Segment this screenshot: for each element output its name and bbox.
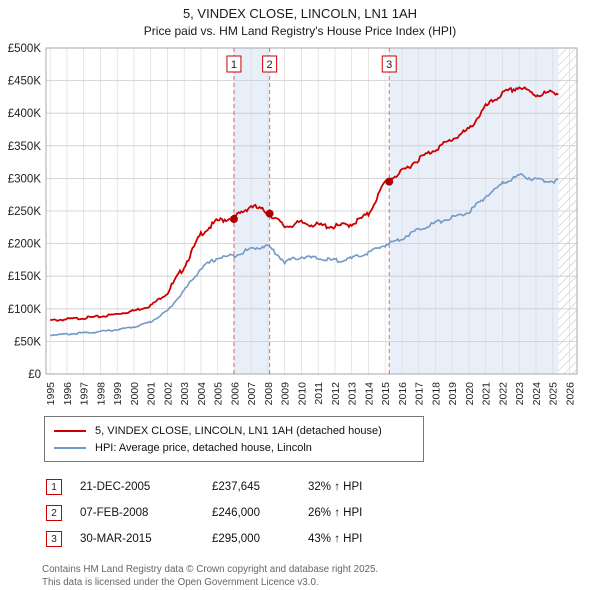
- svg-text:£250K: £250K: [8, 206, 42, 218]
- hpi-line: [50, 173, 559, 337]
- svg-text:2023: 2023: [514, 382, 526, 406]
- footer-line2: This data is licensed under the Open Gov…: [42, 576, 319, 588]
- chart-subtitle: Price paid vs. HM Land Registry's House …: [143, 24, 457, 38]
- svg-text:£450K: £450K: [8, 76, 42, 88]
- transaction-hpi-delta: 26% ↑ HPI: [308, 507, 363, 519]
- svg-text:1998: 1998: [95, 382, 107, 406]
- svg-text:£200K: £200K: [8, 239, 42, 251]
- transaction-date: 21-DEC-2005: [80, 481, 151, 493]
- svg-text:2001: 2001: [146, 382, 158, 406]
- svg-text:2024: 2024: [531, 382, 543, 406]
- svg-text:2004: 2004: [196, 382, 208, 406]
- svg-text:2002: 2002: [162, 382, 174, 406]
- chart-legend: 5, VINDEX CLOSE, LINCOLN, LN1 1AH (detac…: [44, 416, 424, 462]
- chart-gridlines: [45, 47, 578, 375]
- legend-row-hpi: HPI: Average price, detached house, Linc…: [54, 439, 414, 456]
- svg-text:£50K: £50K: [14, 336, 41, 348]
- transaction-number-badge: 3: [46, 531, 62, 547]
- price-paid-line: [50, 86, 559, 322]
- transaction-hpi-delta: 32% ↑ HPI: [308, 481, 363, 493]
- transaction-number-badge: 1: [46, 479, 62, 495]
- svg-text:2006: 2006: [229, 382, 241, 406]
- footer-line1: Contains HM Land Registry data © Crown c…: [42, 564, 379, 575]
- price-paid-legend-label: 5, VINDEX CLOSE, LINCOLN, LN1 1AH (detac…: [95, 424, 382, 437]
- sale-markers: 1 2 3: [226, 55, 397, 224]
- chart-header: 5, VINDEX CLOSE, LINCOLN, LN1 1AH Price …: [0, 0, 600, 38]
- sale-marker-label-box: [381, 55, 397, 73]
- svg-text:2005: 2005: [213, 382, 225, 406]
- transaction-date: 30-MAR-2015: [80, 533, 152, 545]
- svg-text:2000: 2000: [129, 382, 141, 406]
- svg-text:2019: 2019: [447, 382, 459, 406]
- svg-text:2020: 2020: [464, 382, 476, 406]
- svg-text:2017: 2017: [414, 382, 426, 406]
- chart-title: 5, VINDEX CLOSE, LINCOLN, LN1 1AH: [182, 6, 418, 21]
- svg-text:£350K: £350K: [8, 141, 42, 153]
- legend-row-price-paid: 5, VINDEX CLOSE, LINCOLN, LN1 1AH (detac…: [54, 422, 414, 439]
- svg-text:2012: 2012: [330, 382, 342, 406]
- axis-labels: £0 £50K £100K £150K £200K £250K £300K £350K £400…: [8, 43, 577, 405]
- sale-marker-label: 3: [386, 59, 392, 71]
- svg-text:2026: 2026: [564, 382, 576, 406]
- svg-text:2008: 2008: [263, 382, 275, 406]
- transactions-table: 1 21-DEC-2005 £237,645 32% ↑ HPI 2 07-FE…: [46, 474, 600, 552]
- svg-text:2010: 2010: [296, 382, 308, 406]
- svg-text:2025: 2025: [548, 382, 560, 406]
- svg-text:£100K: £100K: [8, 304, 42, 316]
- transaction-hpi-delta: 43% ↑ HPI: [308, 533, 363, 545]
- chart-series: [50, 86, 559, 337]
- transaction-price: £295,000: [212, 533, 260, 545]
- sale-marker-label-box: [226, 55, 242, 73]
- svg-text:2011: 2011: [313, 382, 325, 405]
- svg-text:£300K: £300K: [8, 173, 42, 185]
- sale-marker-dot: [229, 215, 238, 224]
- svg-text:2009: 2009: [280, 382, 292, 406]
- svg-text:1996: 1996: [62, 382, 74, 406]
- svg-text:1995: 1995: [45, 382, 57, 406]
- svg-text:2015: 2015: [380, 382, 392, 406]
- license-footer: Contains HM Land Registry data © Crown c…: [42, 564, 600, 589]
- svg-text:1997: 1997: [79, 382, 91, 406]
- transaction-row: 2 07-FEB-2008 £246,000 26% ↑ HPI: [46, 500, 600, 526]
- svg-text:£150K: £150K: [8, 271, 42, 283]
- svg-text:2003: 2003: [179, 382, 191, 406]
- sale-marker-dot: [265, 209, 274, 218]
- svg-text:2022: 2022: [497, 382, 509, 406]
- svg-text:2021: 2021: [481, 382, 493, 406]
- svg-text:£400K: £400K: [8, 108, 42, 120]
- sale-marker-label-box: [262, 55, 278, 73]
- sale-marker-label: 1: [231, 59, 237, 71]
- transaction-date: 07-FEB-2008: [80, 507, 149, 519]
- svg-text:2014: 2014: [363, 382, 375, 406]
- transaction-number-badge: 2: [46, 505, 62, 521]
- svg-text:1999: 1999: [112, 382, 124, 406]
- transaction-row: 3 30-MAR-2015 £295,000 43% ↑ HPI: [46, 526, 600, 552]
- transaction-price: £237,645: [212, 481, 260, 493]
- transaction-price: £246,000: [212, 507, 260, 519]
- hpi-line-swatch: [54, 446, 86, 449]
- svg-text:£500K: £500K: [8, 43, 42, 55]
- sale-marker-dot: [385, 177, 394, 186]
- price-paid-line-swatch: [54, 429, 86, 432]
- sale-marker-label: 2: [267, 59, 273, 71]
- svg-text:2016: 2016: [397, 382, 409, 406]
- price-chart: 1 2 3£0£50K£100K£150K£200K£250K£300K£350K£…: [8, 43, 578, 405]
- hpi-legend-label: HPI: Average price, detached house, Linc…: [95, 441, 312, 454]
- svg-text:2007: 2007: [246, 382, 258, 406]
- svg-text:2018: 2018: [430, 382, 442, 406]
- transaction-row: 1 21-DEC-2005 £237,645 32% ↑ HPI: [46, 474, 600, 500]
- svg-text:2013: 2013: [347, 382, 359, 406]
- svg-text:£0: £0: [28, 369, 41, 381]
